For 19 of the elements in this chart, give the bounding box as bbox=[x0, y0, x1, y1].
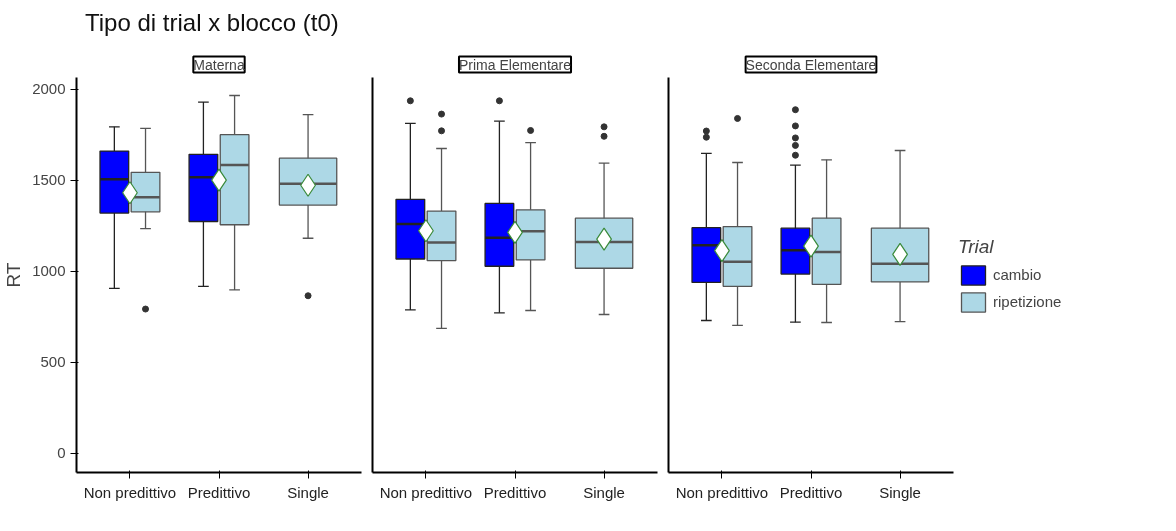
legend-label: ripetizione bbox=[993, 293, 1062, 310]
y-tick-label: 0 bbox=[57, 444, 66, 462]
y-tick-label: 2000 bbox=[32, 80, 66, 98]
chart-title: Tipo di trial x blocco (t0) bbox=[85, 8, 339, 38]
y-tick-label: 1500 bbox=[32, 171, 66, 189]
x-tick-label: Predittivo bbox=[779, 483, 843, 501]
legend-title: Trial bbox=[958, 235, 995, 258]
x-tick-label: Non predittivo bbox=[379, 483, 473, 501]
x-tick-label: Predittivo bbox=[187, 483, 251, 501]
y-tick-label: 1000 bbox=[32, 262, 66, 280]
x-tick-label: Single bbox=[879, 483, 921, 501]
x-tick-label: Non predittivo bbox=[83, 483, 177, 501]
legend-label: cambio bbox=[993, 266, 1042, 283]
y-axis-title: RT bbox=[3, 262, 25, 288]
x-tick-label: Single bbox=[583, 483, 625, 501]
x-tick-label: Predittivo bbox=[483, 483, 547, 501]
x-tick-label: Non predittivo bbox=[675, 483, 769, 501]
y-tick-label: 500 bbox=[40, 353, 66, 371]
x-tick-label: Single bbox=[287, 483, 329, 501]
